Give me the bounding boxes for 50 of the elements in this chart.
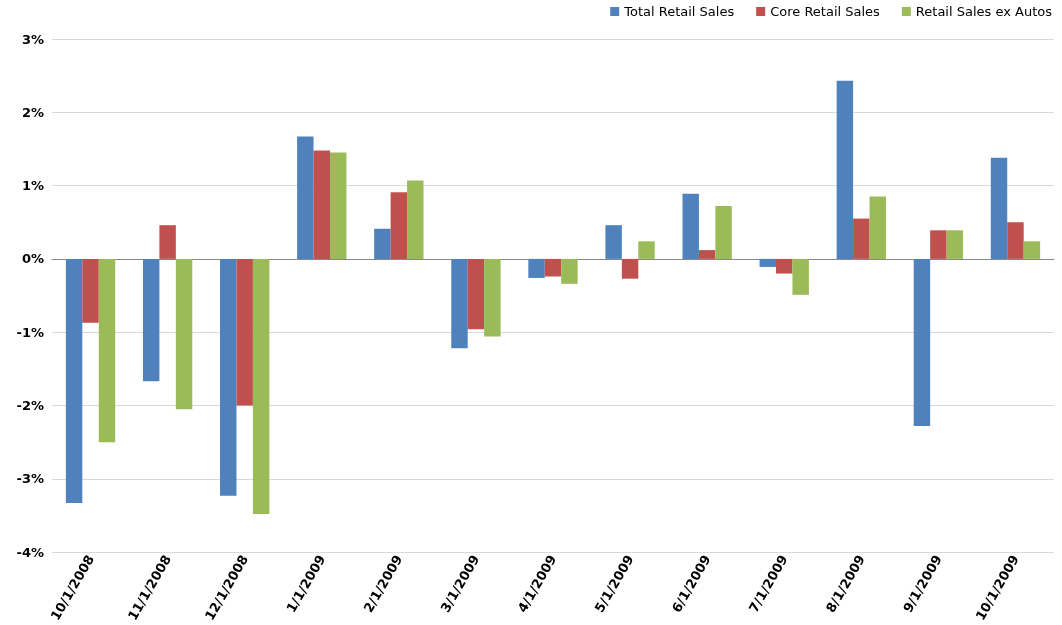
bar xyxy=(946,230,964,259)
legend-label: Total Retail Sales xyxy=(623,4,735,19)
bar xyxy=(484,258,501,337)
y-tick-label: 3% xyxy=(21,31,44,47)
bar xyxy=(236,258,253,406)
bar xyxy=(792,258,809,295)
bar xyxy=(698,250,716,259)
bar xyxy=(682,193,699,259)
bar xyxy=(220,258,237,496)
bar xyxy=(297,136,314,259)
bar xyxy=(1007,222,1024,259)
bar xyxy=(329,152,347,259)
y-tick-label: -2% xyxy=(16,398,44,413)
y-tick-label: 1% xyxy=(21,178,44,194)
bar xyxy=(65,258,83,503)
bar xyxy=(252,258,270,514)
bar xyxy=(407,180,424,259)
bar xyxy=(638,241,655,259)
bar xyxy=(930,230,947,259)
bar xyxy=(715,206,732,259)
bar xyxy=(1023,241,1041,259)
bar xyxy=(759,258,777,267)
bar xyxy=(374,228,391,259)
y-tick-label: 0% xyxy=(21,251,44,267)
bar xyxy=(853,218,870,259)
bar xyxy=(776,258,793,274)
bar xyxy=(82,258,99,323)
bar xyxy=(621,258,639,279)
y-tick-label: -1% xyxy=(16,324,44,340)
bar xyxy=(561,258,578,284)
bar xyxy=(175,258,193,410)
bar xyxy=(142,258,160,382)
bar xyxy=(836,80,854,259)
bar xyxy=(605,225,622,259)
bar xyxy=(98,258,116,443)
bar xyxy=(467,258,485,330)
y-tick-label: -4% xyxy=(16,544,44,560)
bar xyxy=(913,258,931,427)
bar xyxy=(544,258,562,277)
bar xyxy=(990,157,1008,259)
y-tick-label: 2% xyxy=(21,104,44,120)
bar xyxy=(159,225,176,259)
y-tick-label: -3% xyxy=(16,471,44,487)
bar xyxy=(313,150,330,259)
legend-label: Core Retail Sales xyxy=(770,4,881,19)
bar xyxy=(528,258,545,278)
bar xyxy=(390,192,408,259)
bar xyxy=(451,258,468,349)
legend-label: Retail Sales ex Autos xyxy=(915,4,1053,19)
bar xyxy=(869,196,886,259)
